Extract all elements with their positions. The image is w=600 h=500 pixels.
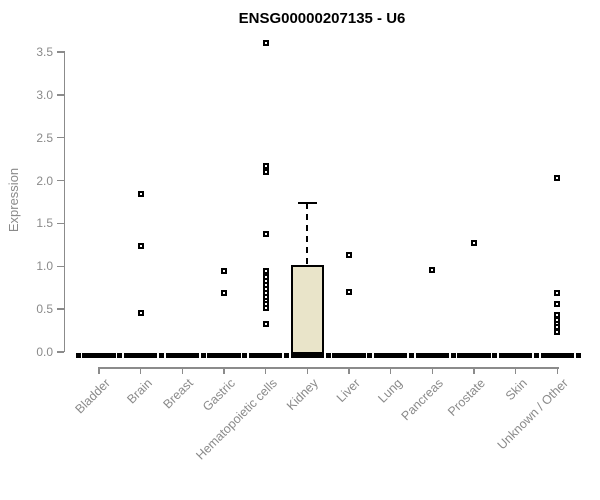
outlier-point bbox=[262, 169, 269, 175]
box-median-bar bbox=[373, 353, 408, 358]
outlier-point bbox=[470, 240, 477, 247]
y-tick-label: 2.5 bbox=[36, 130, 53, 145]
y-tick-label: 0.5 bbox=[36, 302, 53, 317]
x-tick bbox=[389, 367, 392, 374]
box-median-bar bbox=[498, 353, 533, 358]
y-tick-label: 3.0 bbox=[36, 87, 53, 102]
y-tick bbox=[57, 51, 64, 53]
box-median-bar bbox=[540, 353, 574, 358]
outlier-point bbox=[262, 267, 269, 274]
outlier-point bbox=[137, 309, 144, 316]
outlier-point bbox=[345, 289, 352, 295]
y-tick bbox=[57, 94, 64, 96]
zero-outlier-marker bbox=[242, 353, 248, 358]
box-median-bar bbox=[248, 353, 283, 358]
zero-outlier-marker bbox=[575, 353, 581, 358]
zero-outlier-marker bbox=[367, 353, 373, 358]
zero-outlier-marker bbox=[325, 353, 331, 358]
outlier-point bbox=[345, 252, 352, 259]
box-median-bar bbox=[165, 353, 200, 358]
y-tick bbox=[57, 265, 64, 268]
outlier-point bbox=[220, 289, 227, 296]
x-axis-line bbox=[98, 367, 559, 369]
box-median-bar bbox=[457, 353, 491, 358]
zero-outlier-marker bbox=[158, 353, 164, 358]
outlier-point bbox=[554, 289, 561, 296]
x-tick bbox=[223, 367, 225, 374]
x-tick bbox=[264, 367, 267, 374]
outlier-point bbox=[554, 301, 561, 307]
outlier-point bbox=[554, 312, 561, 319]
zero-outlier-marker bbox=[492, 353, 498, 358]
x-tick bbox=[306, 367, 309, 374]
zero-outlier-marker bbox=[200, 353, 206, 358]
y-tick-label: 1.0 bbox=[36, 259, 53, 274]
outlier-point bbox=[220, 268, 227, 275]
x-tick bbox=[181, 367, 184, 374]
x-tick bbox=[473, 367, 475, 374]
outlier-point bbox=[554, 324, 561, 331]
y-tick bbox=[57, 308, 64, 310]
zero-outlier-marker bbox=[450, 353, 456, 358]
outlier-point bbox=[429, 266, 436, 273]
y-tick-label: 1.5 bbox=[36, 216, 53, 231]
outlier-point bbox=[262, 320, 269, 327]
y-tick bbox=[57, 351, 64, 353]
chart-title: ENSG00000207135 - U6 bbox=[238, 10, 406, 27]
y-tick-label: 2.0 bbox=[36, 173, 53, 188]
y-tick-label: 3.5 bbox=[36, 45, 53, 59]
box-median-bar bbox=[332, 353, 366, 358]
x-tick bbox=[431, 367, 434, 374]
outlier-point bbox=[554, 329, 561, 336]
y-axis-label: Expression bbox=[6, 167, 21, 233]
x-tick bbox=[514, 367, 517, 374]
y-tick-label: 0.0 bbox=[36, 345, 53, 359]
outlier-point bbox=[554, 175, 561, 181]
x-tick bbox=[348, 367, 350, 374]
y-tick bbox=[57, 179, 64, 182]
x-tick bbox=[98, 367, 100, 374]
zero-outlier-marker bbox=[533, 353, 539, 358]
outlier-point bbox=[262, 305, 269, 312]
x-tick bbox=[139, 367, 142, 374]
box-iqr bbox=[290, 264, 324, 354]
box-median-bar bbox=[207, 353, 241, 358]
zero-outlier-marker bbox=[283, 353, 289, 358]
zero-outlier-marker bbox=[408, 353, 414, 358]
outlier-point bbox=[262, 40, 269, 47]
whisker-cap bbox=[298, 201, 317, 204]
box-median-bar bbox=[123, 353, 158, 358]
box-median-bar bbox=[82, 353, 116, 358]
outlier-point bbox=[262, 163, 269, 169]
whisker-upper bbox=[306, 202, 309, 265]
zero-outlier-marker bbox=[117, 353, 123, 358]
y-tick bbox=[57, 222, 64, 225]
box-median-bar bbox=[290, 353, 324, 358]
outlier-point bbox=[262, 230, 269, 237]
y-axis-line bbox=[63, 51, 65, 352]
zero-outlier-marker bbox=[75, 353, 81, 358]
outlier-point bbox=[137, 242, 144, 249]
x-tick bbox=[556, 367, 559, 374]
outlier-point bbox=[137, 191, 144, 198]
y-tick bbox=[57, 136, 64, 139]
box-median-bar bbox=[415, 353, 449, 358]
